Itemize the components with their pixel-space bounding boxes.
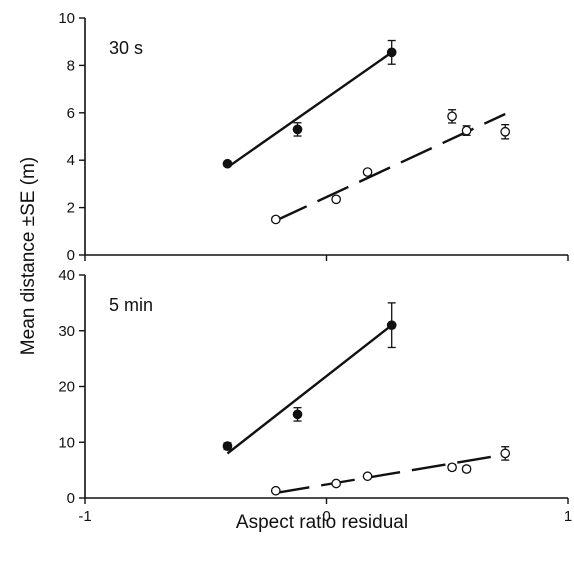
data-point-open bbox=[331, 194, 342, 205]
data-point-open bbox=[447, 111, 457, 122]
data-point-filled bbox=[292, 124, 303, 135]
fit-line-open bbox=[275, 453, 506, 495]
panel-0: 0 2 4 6 8 10 30 s bbox=[58, 10, 569, 264]
x-tick-label: -1 bbox=[78, 508, 91, 525]
data-point-open bbox=[270, 485, 281, 496]
y-tick-label: 4 bbox=[67, 152, 75, 169]
y-tick-label: 2 bbox=[67, 200, 75, 217]
y-tick-label: 40 bbox=[58, 267, 75, 284]
data-point-open bbox=[362, 471, 373, 482]
data-point-filled bbox=[222, 158, 233, 169]
x-tick-label: 1 bbox=[564, 508, 572, 525]
fit-line-filled bbox=[226, 324, 393, 455]
data-point-filled bbox=[222, 441, 233, 452]
y-tick-label: 0 bbox=[67, 247, 75, 264]
panel-label: 30 s bbox=[109, 38, 143, 58]
y-tick-label: 6 bbox=[67, 105, 75, 122]
panel-label: 5 min bbox=[109, 295, 153, 315]
y-tick-label: 0 bbox=[67, 490, 75, 507]
data-point-open bbox=[331, 478, 342, 489]
x-axis-label: Aspect ratio residual bbox=[236, 512, 408, 533]
y-axis-label: Mean distance ±SE (m) bbox=[18, 157, 39, 355]
data-point-open bbox=[447, 462, 457, 473]
y-tick-label: 10 bbox=[58, 434, 75, 451]
data-point-open bbox=[362, 167, 373, 177]
data-point-open bbox=[500, 126, 511, 137]
data-point-open bbox=[461, 464, 472, 474]
fit-line-filled bbox=[226, 51, 393, 169]
data-point-filled bbox=[386, 320, 397, 331]
data-point-open bbox=[500, 448, 511, 459]
y-tick-label: 20 bbox=[58, 379, 75, 396]
y-tick-label: 10 bbox=[58, 10, 75, 27]
x-tick-label: 0 bbox=[322, 508, 330, 525]
data-point-open bbox=[461, 125, 472, 136]
data-point-filled bbox=[386, 47, 397, 58]
y-tick-label: 30 bbox=[58, 323, 75, 340]
data-point-open bbox=[270, 214, 281, 225]
data-point-filled bbox=[292, 409, 303, 420]
y-tick-label: 8 bbox=[67, 57, 75, 74]
